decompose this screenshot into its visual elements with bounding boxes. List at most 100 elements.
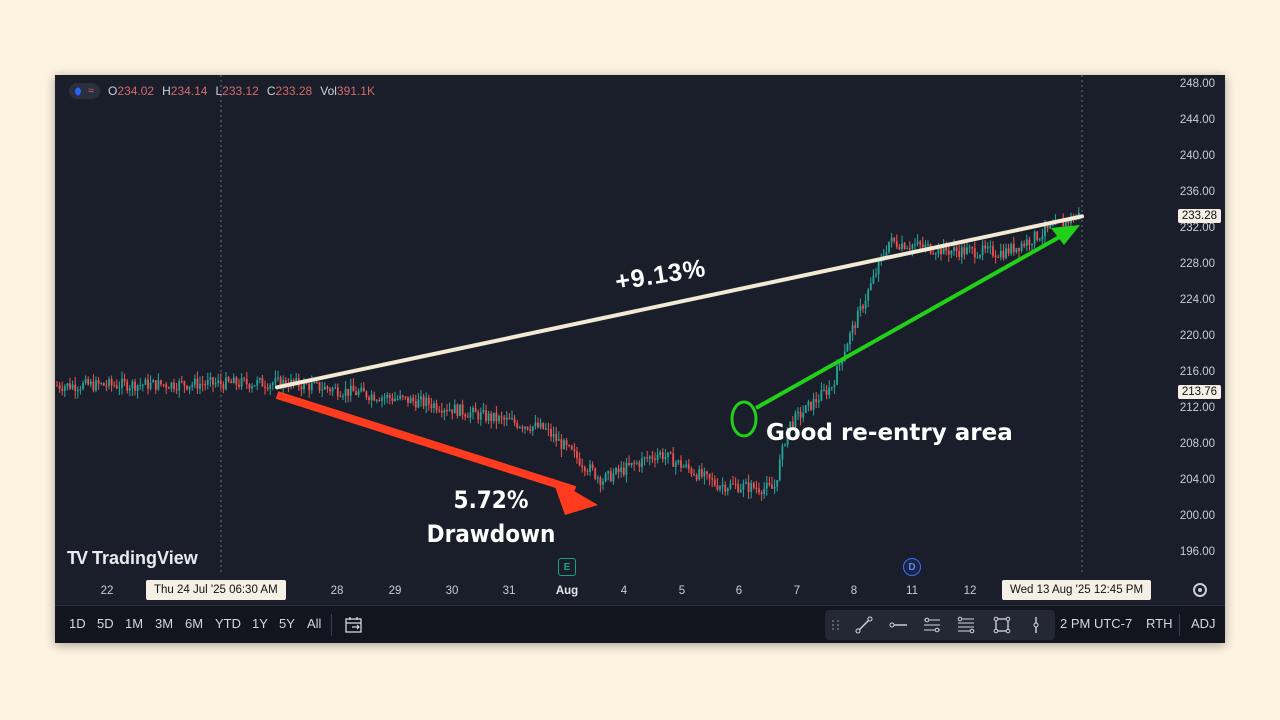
candle-body (513, 418, 516, 424)
tradingview-logo[interactable]: TV TradingView (67, 548, 198, 569)
candle-body (989, 246, 992, 248)
session-button[interactable]: RTH (1146, 616, 1173, 631)
high-number: 234.14 (170, 84, 208, 98)
adjust-button[interactable]: ADJ (1191, 616, 1216, 631)
candle-body (464, 414, 467, 417)
bottom-toolbar: 1D 5D 1M 3M 6M YTD 1Y 5Y All 2 PM UTC-7 … (55, 605, 1225, 643)
candle-body (706, 471, 708, 474)
candle-body (830, 387, 833, 389)
gain-trend-line (275, 214, 1084, 390)
y-tick: 220.00 (1179, 330, 1215, 342)
candle-body (537, 422, 539, 428)
trend-line-icon[interactable] (853, 614, 875, 636)
drag-handle-icon[interactable] (829, 614, 843, 636)
candle-body (911, 244, 914, 249)
candle-body (838, 363, 841, 366)
candle-body (391, 398, 394, 402)
drawdown-arrow-shaft (275, 391, 577, 494)
timeframe-1m[interactable]: 1M (125, 616, 144, 631)
earnings-event-icon[interactable]: E (558, 558, 576, 576)
candle-body (633, 462, 636, 464)
candle-body (594, 468, 597, 479)
legend-toggle[interactable]: ≈ (69, 83, 101, 99)
candle-body (955, 247, 958, 252)
candle-body (84, 379, 87, 384)
horizontal-ray-icon[interactable] (887, 614, 909, 636)
candle-body (115, 385, 118, 389)
candle-body (193, 378, 196, 385)
candle-body (1046, 225, 1049, 229)
candle-body (700, 469, 703, 477)
candle-body (1067, 220, 1070, 224)
timeframe-all[interactable]: All (307, 616, 322, 631)
candle-body (797, 411, 799, 414)
candle-body (612, 473, 615, 482)
candle-body (596, 477, 599, 479)
settings-gear-icon[interactable] (1193, 583, 1207, 597)
timeframe-3m[interactable]: 3M (155, 616, 174, 631)
candle-body (521, 426, 524, 429)
vertical-line-icon[interactable] (1025, 614, 1047, 636)
candle-body (448, 409, 451, 411)
dividend-event-icon[interactable]: D (903, 558, 921, 576)
candle-body (1036, 231, 1039, 241)
candle-body (56, 385, 58, 387)
candle-body (586, 471, 589, 473)
price-axis[interactable]: 248.00 244.00 240.00 236.00 232.00 228.0… (1167, 75, 1225, 605)
candle-body (1062, 220, 1065, 227)
candle-body (641, 458, 643, 467)
timeframe-5d[interactable]: 5D (97, 616, 114, 631)
candle-body (209, 377, 212, 381)
candle-body (986, 246, 989, 249)
candle-body (721, 484, 724, 487)
candle-body (440, 410, 443, 413)
y-tick: 208.00 (1179, 438, 1215, 450)
candle-body (680, 460, 682, 468)
timeframe-1y[interactable]: 1Y (252, 616, 268, 631)
candle-body (492, 412, 495, 422)
candle-body (238, 384, 240, 387)
timeframe-ytd[interactable]: YTD (215, 616, 241, 631)
candle-body (162, 384, 165, 386)
candle-body (1064, 220, 1067, 227)
x-tick: 12 (963, 585, 977, 597)
candle-body (877, 261, 880, 275)
candle-body (123, 378, 126, 382)
timeframe-6m[interactable]: 6M (185, 616, 204, 631)
candle-body (836, 365, 838, 385)
candle-body (885, 252, 888, 256)
candle-body (999, 250, 1002, 257)
candle-body (869, 283, 872, 290)
candle-body (968, 247, 971, 249)
candle-body (95, 380, 97, 391)
timeframe-1d[interactable]: 1D (69, 616, 86, 631)
price-chart[interactable] (55, 75, 1167, 605)
candle-body (646, 457, 649, 459)
candle-body (479, 412, 482, 420)
candle-body (628, 463, 630, 465)
candle-body (638, 462, 641, 467)
parallel-channel-icon[interactable] (921, 614, 943, 636)
candle-body (451, 409, 454, 414)
candle-body (849, 333, 851, 345)
date-range-icon[interactable] (343, 614, 365, 636)
candle-body (225, 377, 227, 390)
candle-body (1077, 212, 1080, 217)
timeframe-5y[interactable]: 5Y (279, 616, 295, 631)
cursor-date-end: Wed 13 Aug '25 12:45 PM (1002, 580, 1152, 600)
moon-icon (75, 86, 84, 96)
candle-body (526, 426, 529, 430)
timezone-button[interactable]: 2 PM UTC-7 (1060, 616, 1133, 631)
candle-body (399, 395, 402, 399)
candle-body (149, 382, 152, 389)
candle-body (531, 426, 534, 431)
candle-body (407, 396, 409, 403)
candle-body (102, 383, 105, 386)
candle-body (864, 300, 867, 309)
candle-body (1015, 247, 1018, 253)
fib-channel-icon[interactable] (955, 614, 977, 636)
candle-body (1018, 247, 1020, 252)
candle-body (932, 253, 935, 255)
candle-body (576, 451, 578, 459)
rectangle-icon[interactable] (991, 614, 1013, 636)
